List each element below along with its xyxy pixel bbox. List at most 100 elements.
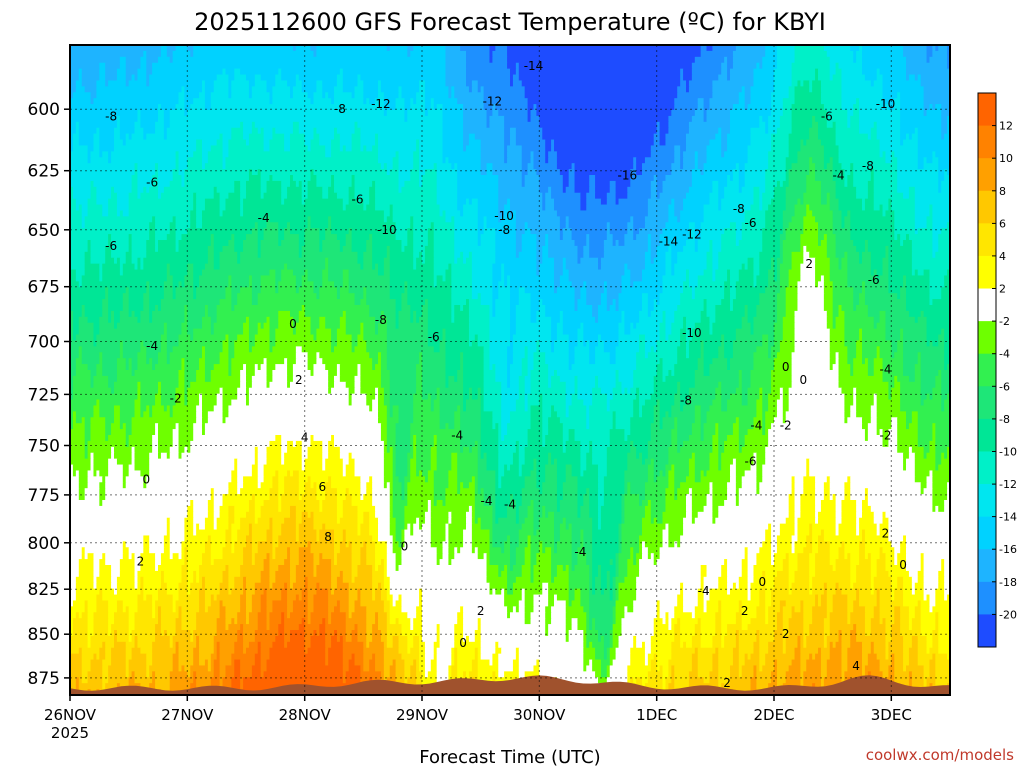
temperature-cell xyxy=(169,180,183,188)
temperature-cell xyxy=(686,476,696,483)
temperature-cell xyxy=(254,222,259,229)
temperature-cell xyxy=(70,299,103,306)
temperature-cell xyxy=(307,452,323,460)
temperature-cell xyxy=(272,370,288,377)
temperature-cell xyxy=(700,429,705,436)
temperature-cell xyxy=(762,245,781,253)
temperature-cell xyxy=(556,464,567,472)
temperature-cell xyxy=(383,310,397,318)
temperature-cell xyxy=(583,399,593,407)
temperature-cell xyxy=(647,500,652,507)
temperature-cell xyxy=(864,293,898,300)
temperature-cell xyxy=(644,346,652,353)
temperature-cell xyxy=(146,245,156,253)
temperature-cell xyxy=(774,80,793,87)
temperature-cell xyxy=(319,139,332,147)
temperature-cell xyxy=(735,281,755,288)
temperature-cell xyxy=(920,352,945,359)
temperature-cell xyxy=(815,275,822,282)
temperature-cell xyxy=(155,163,159,170)
temperature-cell xyxy=(75,86,86,93)
temperature-cell xyxy=(897,340,904,347)
temperature-cell xyxy=(275,74,282,82)
temperature-cell xyxy=(680,293,693,300)
temperature-cell xyxy=(774,417,784,424)
temperature-cell xyxy=(181,364,185,371)
temperature-cell xyxy=(656,192,661,200)
temperature-cell xyxy=(853,370,869,377)
temperature-cell xyxy=(785,192,804,200)
temperature-cell xyxy=(90,180,95,188)
temperature-cell xyxy=(99,328,165,336)
temperature-cell xyxy=(501,423,508,430)
temperature-cell xyxy=(571,364,637,371)
temperature-cell xyxy=(768,429,866,436)
temperature-cell xyxy=(891,204,916,212)
temperature-cell xyxy=(686,494,693,501)
temperature-cell xyxy=(93,328,100,336)
temperature-cell xyxy=(422,358,447,365)
temperature-cell xyxy=(718,263,743,271)
temperature-cell xyxy=(944,281,950,288)
temperature-cell xyxy=(351,133,361,141)
temperature-cell xyxy=(862,346,878,353)
temperature-cell xyxy=(149,458,235,466)
temperature-cell xyxy=(929,446,936,454)
temperature-cell xyxy=(782,417,787,424)
temperature-cell xyxy=(292,316,300,324)
temperature-cell xyxy=(691,62,722,70)
temperature-cell xyxy=(838,305,843,312)
temperature-cell xyxy=(782,393,790,401)
temperature-cell xyxy=(762,56,778,64)
temperature-cell xyxy=(413,435,417,442)
temperature-cell xyxy=(383,458,394,466)
temperature-cell xyxy=(216,399,224,407)
temperature-cell xyxy=(158,192,162,200)
temperature-cell xyxy=(753,192,760,200)
temperature-cell xyxy=(897,375,910,383)
temperature-cell xyxy=(219,133,224,141)
temperature-cell xyxy=(187,269,194,277)
temperature-cell xyxy=(328,375,335,383)
temperature-cell xyxy=(290,505,297,513)
temperature-cell xyxy=(510,322,517,330)
temperature-cell xyxy=(935,423,950,430)
temperature-cell xyxy=(530,115,540,123)
temperature-cell xyxy=(862,62,907,70)
temperature-cell xyxy=(926,222,933,229)
temperature-cell xyxy=(571,470,581,477)
temperature-cell xyxy=(419,80,426,87)
temperature-cell xyxy=(691,293,696,300)
temperature-cell xyxy=(193,287,197,294)
temperature-cell xyxy=(275,269,282,277)
temperature-cell xyxy=(762,234,781,241)
temperature-cell xyxy=(243,121,253,129)
temperature-cell xyxy=(551,186,564,194)
temperature-cell xyxy=(920,370,939,377)
temperature-cell xyxy=(375,387,379,395)
temperature-cell xyxy=(442,115,464,123)
temperature-cell xyxy=(806,186,822,194)
temperature-cell xyxy=(753,452,757,460)
temperature-cell xyxy=(137,381,141,389)
temperature-cell xyxy=(603,346,617,353)
temperature-cell xyxy=(248,133,265,141)
temperature-cell xyxy=(656,476,669,483)
temperature-cell xyxy=(527,440,543,448)
temperature-cell xyxy=(149,228,156,235)
temperature-cell xyxy=(938,163,950,170)
temperature-cell xyxy=(345,381,356,389)
temperature-cell xyxy=(653,381,678,389)
temperature-cell xyxy=(257,470,265,477)
temperature-cell xyxy=(554,281,561,288)
temperature-cell xyxy=(671,440,678,448)
temperature-cell xyxy=(72,375,92,383)
temperature-cell xyxy=(410,423,441,430)
temperature-cell xyxy=(873,399,878,407)
temperature-cell xyxy=(116,115,121,123)
temperature-cell xyxy=(765,417,775,424)
temperature-cell xyxy=(776,411,784,418)
temperature-cell xyxy=(665,488,675,495)
temperature-cell xyxy=(234,68,241,76)
temperature-cell xyxy=(724,346,734,353)
